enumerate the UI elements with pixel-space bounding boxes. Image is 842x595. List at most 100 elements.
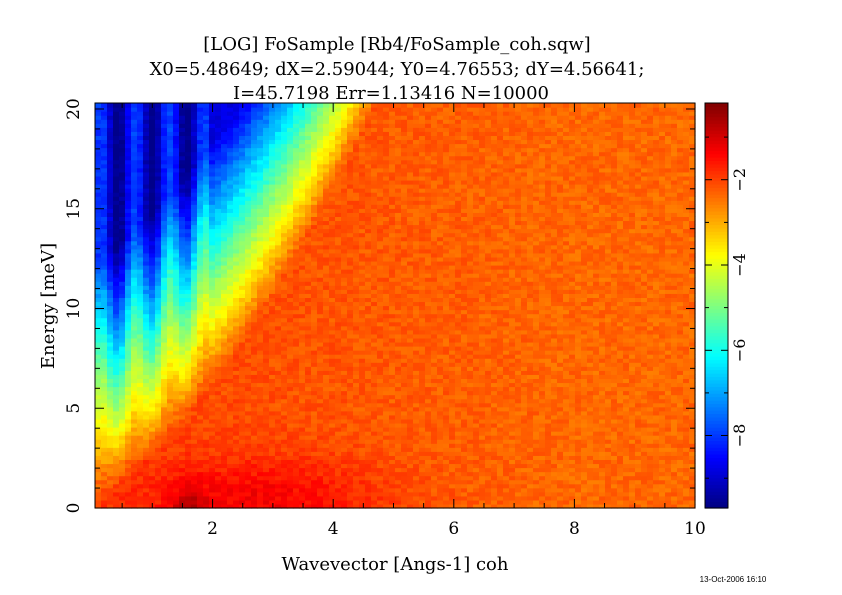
heatmap-cell [215,305,222,311]
heatmap-cell [95,147,102,153]
heatmap-cell [185,224,192,230]
heatmap-cell [113,491,120,497]
heatmap-cell [311,131,318,136]
heatmap-cell [287,386,294,392]
heatmap-cell [371,151,378,157]
heatmap-cell [203,200,210,205]
heatmap-cell [185,346,192,351]
heatmap-cell [299,135,306,141]
heatmap-cell [191,155,198,161]
heatmap-cell [281,459,288,465]
heatmap-cell [101,487,108,493]
heatmap-cell [263,439,270,444]
heatmap-cell [329,366,336,371]
heatmap-cell [347,386,354,392]
heatmap-cell [359,447,366,452]
heatmap-cell [383,212,390,217]
heatmap-cell [131,382,138,388]
heatmap-cell [353,341,360,347]
heatmap-cell [371,362,378,367]
heatmap-cell [167,499,174,505]
heatmap-cell [257,386,264,392]
heatmap-cell [191,167,198,173]
heatmap-cell [185,431,192,436]
heatmap-cell [311,289,318,294]
heatmap-cell [185,281,192,286]
heatmap-cell [341,325,348,331]
heatmap-cell [131,232,138,238]
heatmap-cell [293,325,300,331]
heatmap-cell [251,204,258,209]
heatmap-cell [197,386,204,392]
heatmap-cell [149,463,156,469]
heatmap-cell [383,431,390,436]
heatmap-cell [359,171,366,177]
heatmap-cell [143,378,150,384]
heatmap-cell [137,491,144,497]
heatmap-cell [311,269,318,274]
heatmap-cell [299,337,306,343]
heatmap-cell [251,451,258,456]
heatmap-cell [155,171,162,177]
heatmap-cell [149,487,156,493]
heatmap-cell [251,188,258,193]
heatmap-cell [293,491,300,497]
heatmap-cell [269,151,276,157]
heatmap-cell [107,115,114,120]
heatmap-cell [383,147,390,153]
heatmap-cell [287,483,294,489]
heatmap-cell [179,179,186,185]
heatmap-cell [203,309,210,315]
heatmap-cell [191,321,198,327]
heatmap-cell [161,151,168,157]
heatmap-cell [179,260,186,266]
heatmap-cell [137,499,144,505]
heatmap-cell [95,503,102,509]
heatmap-cell [131,212,138,217]
heatmap-cell [209,451,216,456]
heatmap-cell [113,236,120,242]
heatmap-cell [149,443,156,448]
heatmap-cell [389,256,396,262]
heatmap-cell [155,382,162,388]
heatmap-cell [209,459,216,465]
heatmap-cell [359,455,366,460]
heatmap-cell [293,305,300,311]
heatmap-cell [317,151,324,157]
heatmap-cell [143,374,150,379]
heatmap-cell [377,386,384,392]
heatmap-cell [353,431,360,436]
heatmap-cell [263,196,270,201]
heatmap-cell [299,147,306,153]
heatmap-cell [323,277,330,282]
heatmap-cell [179,370,186,375]
heatmap-cell [197,127,204,132]
heatmap-cell [113,216,120,222]
heatmap-cell [179,333,186,339]
heatmap-cell [131,115,138,120]
heatmap-cell [377,289,384,294]
heatmap-cell [371,418,378,424]
heatmap-cell [371,131,378,136]
heatmap-cell [251,350,258,355]
heatmap-cell [119,143,126,149]
heatmap-cell [347,378,354,384]
heatmap-cell [347,491,354,497]
heatmap-cell [197,107,204,112]
heatmap-cell [149,317,156,323]
heatmap-cell [323,463,330,469]
heatmap-cell [245,495,252,501]
heatmap-cell [383,135,390,141]
heatmap-cell [335,325,342,331]
heatmap-cell [317,115,324,120]
heatmap-cell [305,439,312,444]
heatmap-cell [323,313,330,319]
heatmap-cell [215,220,222,226]
heatmap-cell [173,240,180,246]
heatmap-cell [155,277,162,282]
heatmap-cell [143,362,150,367]
heatmap-cell [191,475,198,481]
heatmap-cell [125,329,132,335]
heatmap-cell [239,467,246,473]
heatmap-cell [377,479,384,485]
